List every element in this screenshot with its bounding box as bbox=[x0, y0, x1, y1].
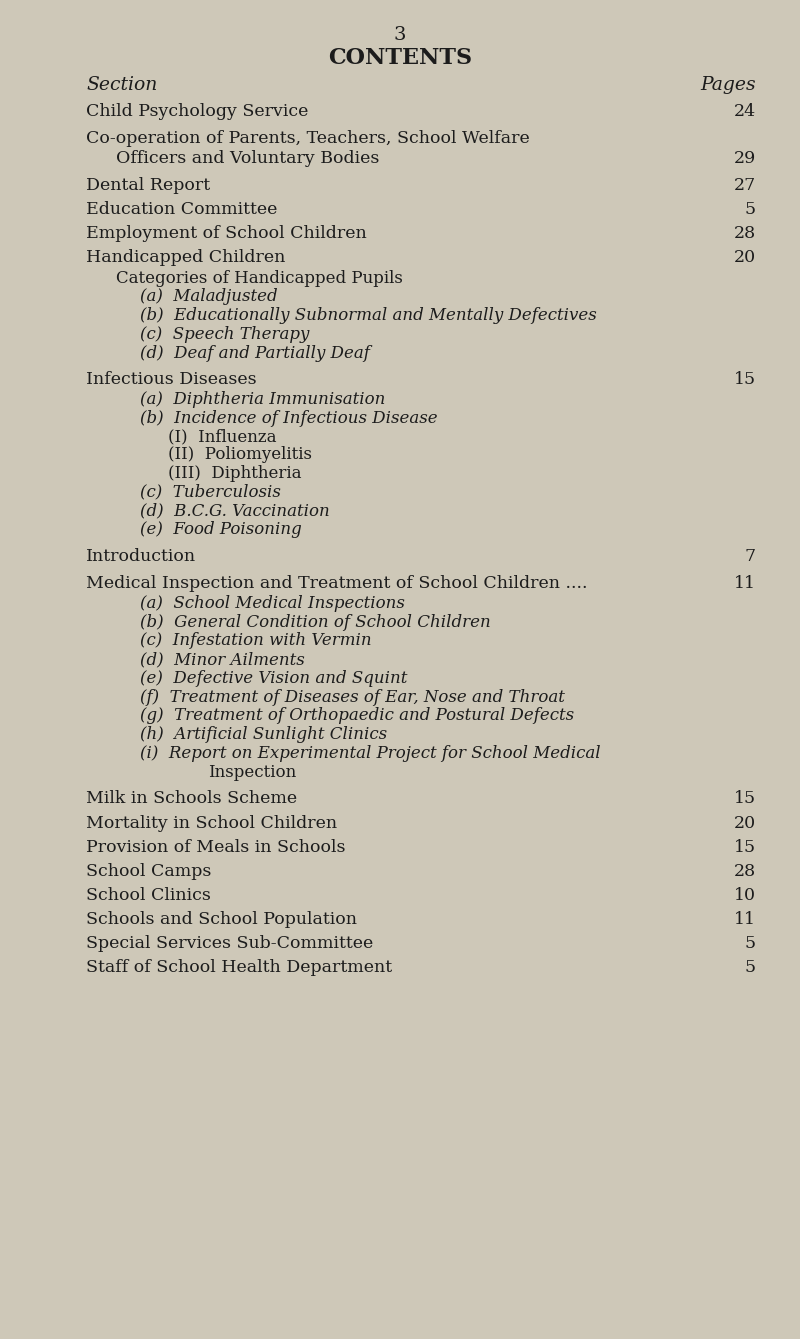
Text: (b)  Educationally Subnormal and Mentally Defectives: (b) Educationally Subnormal and Mentally… bbox=[140, 307, 597, 324]
Text: 24: 24 bbox=[734, 103, 756, 121]
Text: Officers and Voluntary Bodies: Officers and Voluntary Bodies bbox=[116, 150, 379, 167]
Text: 28: 28 bbox=[734, 862, 756, 880]
Text: 20: 20 bbox=[734, 814, 756, 832]
Text: Mortality in School Children: Mortality in School Children bbox=[86, 814, 338, 832]
Text: Schools and School Population: Schools and School Population bbox=[86, 911, 358, 928]
Text: Child Psychology Service: Child Psychology Service bbox=[86, 103, 309, 121]
Text: Infectious Diseases: Infectious Diseases bbox=[86, 371, 257, 388]
Text: (b)  Incidence of Infectious Disease: (b) Incidence of Infectious Disease bbox=[140, 410, 438, 427]
Text: (e)  Food Poisoning: (e) Food Poisoning bbox=[140, 521, 302, 538]
Text: (III)  Diphtheria: (III) Diphtheria bbox=[168, 465, 302, 482]
Text: 15: 15 bbox=[734, 371, 756, 388]
Text: 3: 3 bbox=[394, 27, 406, 44]
Text: School Camps: School Camps bbox=[86, 862, 212, 880]
Text: (II)  Poliomyelitis: (II) Poliomyelitis bbox=[168, 446, 312, 463]
Text: Introduction: Introduction bbox=[86, 548, 197, 565]
Text: (d)  B.C.G. Vaccination: (d) B.C.G. Vaccination bbox=[140, 502, 330, 520]
Text: Provision of Meals in Schools: Provision of Meals in Schools bbox=[86, 838, 346, 856]
Text: (I)  Influenza: (I) Influenza bbox=[168, 428, 277, 446]
Text: Education Committee: Education Committee bbox=[86, 201, 278, 218]
Text: Employment of School Children: Employment of School Children bbox=[86, 225, 367, 242]
Text: Handicapped Children: Handicapped Children bbox=[86, 249, 286, 266]
Text: 15: 15 bbox=[734, 790, 756, 807]
Text: (e)  Defective Vision and Squint: (e) Defective Vision and Squint bbox=[140, 670, 407, 687]
Text: Special Services Sub-Committee: Special Services Sub-Committee bbox=[86, 935, 374, 952]
Text: (c)  Infestation with Vermin: (c) Infestation with Vermin bbox=[140, 632, 372, 649]
Text: 15: 15 bbox=[734, 838, 756, 856]
Text: 5: 5 bbox=[745, 201, 756, 218]
Text: Section: Section bbox=[86, 76, 158, 94]
Text: 27: 27 bbox=[734, 177, 756, 194]
Text: (d)  Deaf and Partially Deaf: (d) Deaf and Partially Deaf bbox=[140, 344, 370, 362]
Text: Medical Inspection and Treatment of School Children ....: Medical Inspection and Treatment of Scho… bbox=[86, 574, 588, 592]
Text: (b)  General Condition of School Children: (b) General Condition of School Children bbox=[140, 613, 490, 631]
Text: 7: 7 bbox=[745, 548, 756, 565]
Text: (f)  Treatment of Diseases of Ear, Nose and Throat: (f) Treatment of Diseases of Ear, Nose a… bbox=[140, 688, 565, 706]
Text: 11: 11 bbox=[734, 574, 756, 592]
Text: School Clinics: School Clinics bbox=[86, 886, 211, 904]
Text: (i)  Report on Experimental Project for School Medical: (i) Report on Experimental Project for S… bbox=[140, 744, 601, 762]
Text: (d)  Minor Ailments: (d) Minor Ailments bbox=[140, 651, 305, 668]
Text: Pages: Pages bbox=[700, 76, 756, 94]
Text: Milk in Schools Scheme: Milk in Schools Scheme bbox=[86, 790, 298, 807]
Text: (g)  Treatment of Orthopaedic and Postural Defects: (g) Treatment of Orthopaedic and Postura… bbox=[140, 707, 574, 724]
Text: 5: 5 bbox=[745, 959, 756, 976]
Text: CONTENTS: CONTENTS bbox=[328, 47, 472, 70]
Text: 20: 20 bbox=[734, 249, 756, 266]
Text: Staff of School Health Department: Staff of School Health Department bbox=[86, 959, 393, 976]
Text: Co-operation of Parents, Teachers, School Welfare: Co-operation of Parents, Teachers, Schoo… bbox=[86, 130, 530, 147]
Text: 10: 10 bbox=[734, 886, 756, 904]
Text: (c)  Speech Therapy: (c) Speech Therapy bbox=[140, 325, 310, 343]
Text: 11: 11 bbox=[734, 911, 756, 928]
Text: 5: 5 bbox=[745, 935, 756, 952]
Text: (a)  Maladjusted: (a) Maladjusted bbox=[140, 288, 278, 305]
Text: (a)  Diphtheria Immunisation: (a) Diphtheria Immunisation bbox=[140, 391, 386, 408]
Text: (c)  Tuberculosis: (c) Tuberculosis bbox=[140, 483, 281, 501]
Text: 29: 29 bbox=[734, 150, 756, 167]
Text: 28: 28 bbox=[734, 225, 756, 242]
Text: (a)  School Medical Inspections: (a) School Medical Inspections bbox=[140, 595, 405, 612]
Text: (h)  Artificial Sunlight Clinics: (h) Artificial Sunlight Clinics bbox=[140, 726, 387, 743]
Text: Categories of Handicapped Pupils: Categories of Handicapped Pupils bbox=[116, 269, 403, 287]
Text: Dental Report: Dental Report bbox=[86, 177, 210, 194]
Text: Inspection: Inspection bbox=[208, 763, 296, 781]
